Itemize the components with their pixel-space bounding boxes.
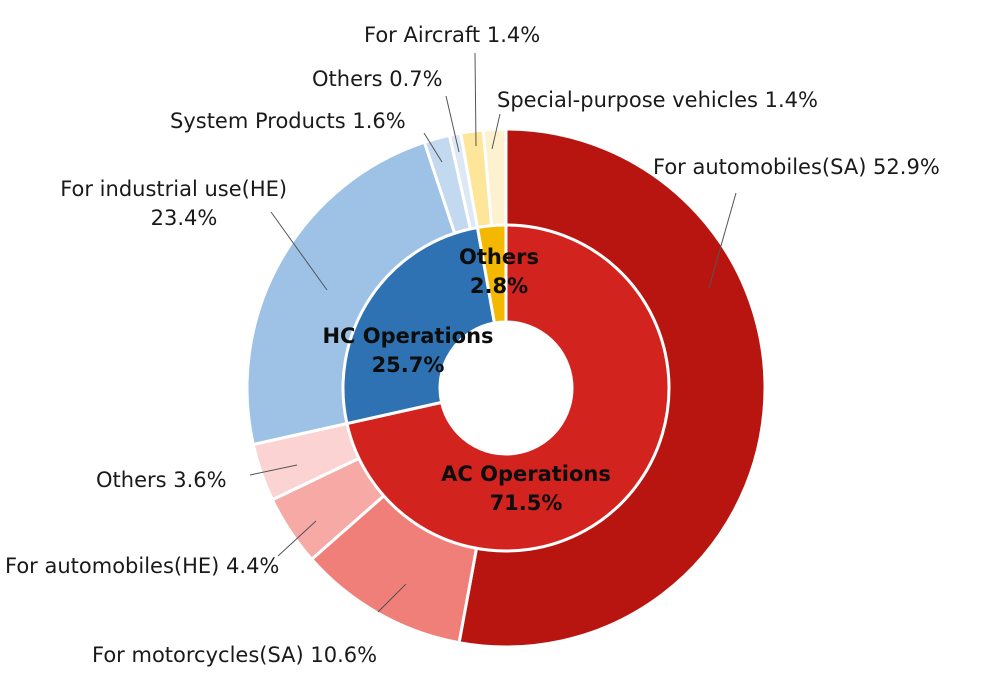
- inner-slice-0: [345, 223, 671, 553]
- outer-label-others-ac: Others 3.6%: [96, 468, 227, 492]
- leader-line-7: [474, 52, 477, 147]
- leader-line-0: [708, 192, 737, 289]
- inner-slice-2: [475, 223, 508, 325]
- inner-ring: [341, 223, 671, 553]
- outer-label-special-vehicles: Special-purpose vehicles 1.4%: [497, 88, 818, 112]
- inner-label-others-pct: 2.8%: [470, 274, 528, 298]
- outer-label-industrial-he: For industrial use(HE) 23.4%: [60, 177, 294, 230]
- leader-line-1: [377, 583, 407, 613]
- outer-ring: [245, 127, 767, 649]
- outer-label-others-hc: Others 0.7%: [312, 67, 443, 91]
- outer-label-motorcycles-sa: For motorcycles(SA) 10.6%: [92, 643, 377, 667]
- leader-line-5: [423, 132, 443, 163]
- leader-line-8: [491, 113, 501, 150]
- inner-label-ac-pct: 71.5%: [490, 491, 563, 515]
- inner-label-ac-name: AC Operations: [441, 462, 611, 486]
- inner-label-hc-pct: 25.7%: [372, 353, 445, 377]
- leader-line-4: [270, 211, 328, 291]
- inner-label-hc-name: HC Operations: [322, 324, 493, 348]
- outer-label-system-products: System Products 1.6%: [170, 109, 406, 133]
- outer-label-aircraft: For Aircraft 1.4%: [364, 23, 540, 47]
- inner-label-others-name: Others: [459, 245, 539, 269]
- leader-line-2: [277, 520, 317, 557]
- leader-line-3: [249, 464, 298, 476]
- outer-label-industrial-he-line1: For industrial use(HE): [60, 177, 287, 201]
- leader-lines: [249, 52, 737, 613]
- outer-label-automobiles-he: For automobiles(HE) 4.4%: [5, 554, 279, 578]
- outer-label-industrial-he-line2: 23.4%: [151, 206, 218, 230]
- outer-label-automobiles-sa: For automobiles(SA) 52.9%: [653, 155, 940, 179]
- leader-line-6: [445, 95, 460, 153]
- inner-slice-1: [341, 226, 496, 426]
